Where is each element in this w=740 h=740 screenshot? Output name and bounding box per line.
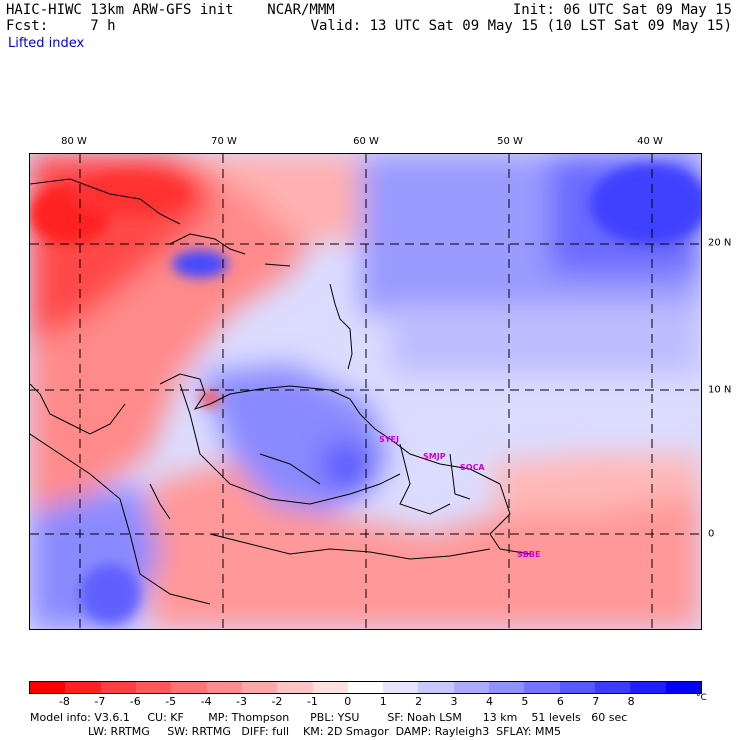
colorbar-tick-label: -3 [236, 695, 247, 708]
lon-label-70w: 70 W [211, 136, 237, 147]
colorbar-swatch [665, 682, 701, 693]
coastlines [30, 178, 531, 605]
colorbar-swatch [559, 682, 595, 693]
colorbar-tick-label: -2 [271, 695, 283, 708]
lon-label-60w: 60 W [353, 136, 379, 147]
colorbar-tick-label: 5 [521, 695, 529, 708]
colorbar-swatch [524, 682, 560, 693]
colorbar-tick-label: -7 [94, 695, 106, 708]
colorbar-tick-label: -8 [58, 695, 70, 708]
field-name: Lifted index [8, 36, 85, 51]
colorbar-tick-label: 3 [450, 695, 458, 708]
init-time: Init: 06 UTC Sat 09 May 15 [512, 2, 732, 18]
colorbar-swatch [30, 682, 66, 693]
chart-title: HAIC-HIWC 13km ARW-GFS init NCAR/MMM [6, 2, 335, 18]
colorbar-swatch [453, 682, 490, 693]
colorbar-swatch [595, 682, 631, 693]
lat-label-20n: 20 N [708, 237, 732, 249]
colorbar-tick-label: 2 [415, 695, 423, 708]
colorbar-swatch [241, 682, 278, 693]
colorbar-swatch [206, 682, 242, 693]
colorbar-swatch [277, 682, 313, 693]
colorbar-swatch [418, 682, 454, 693]
colorbar-tick-label: 0 [344, 695, 352, 708]
colorbar-swatch [100, 682, 136, 693]
colorbar-tick-label: 4 [485, 695, 493, 708]
valid-time: Valid: 13 UTC Sat 09 May 15 (10 LST Sat … [310, 18, 732, 34]
site-label-smjp: SMJP [423, 452, 446, 461]
colorbar-swatch [65, 682, 101, 693]
colorbar-swatch [489, 682, 525, 693]
colorbar-tick-label: 6 [556, 695, 564, 708]
lon-label-80w: 80 W [61, 136, 87, 147]
lon-label-50w: 50 W [497, 136, 523, 147]
model-info-line-1: Model info: V3.6.1 CU: KF MP: Thompson P… [30, 711, 628, 724]
colorbar-tick-label: 7 [592, 695, 600, 708]
colorbar-unit: °C [696, 693, 707, 703]
colorbar-swatch [312, 682, 348, 693]
forecast-hour: Fcst: 7 h [6, 18, 116, 34]
colorbar-swatch [383, 682, 419, 693]
colorbar-swatch [171, 682, 207, 693]
colorbar-swatch [347, 682, 384, 693]
site-label-sbbe: SBBE [517, 550, 541, 559]
colorbar-tick-label: -1 [306, 695, 318, 708]
lat-label-0: 0 [708, 528, 715, 540]
lon-label-40w: 40 W [637, 136, 663, 147]
colorbar-swatch [630, 682, 666, 693]
field-detail [30, 164, 701, 624]
colorbar-tick-label: 8 [627, 695, 635, 708]
graticule [30, 154, 701, 629]
map-svg [30, 154, 701, 629]
model-info-line-2: LW: RRTMG SW: RRTMG DIFF: full KM: 2D Sm… [88, 725, 561, 738]
site-label-soca: SOCA [460, 463, 485, 472]
lat-label-10n: 10 N [708, 384, 732, 396]
site-label-syej: SYEJ [379, 435, 399, 444]
colorbar-tick-label: -6 [129, 695, 141, 708]
colorbar-tick-label: -5 [165, 695, 177, 708]
colorbar-tick-label: -4 [200, 695, 212, 708]
colorbar-swatch [135, 682, 172, 693]
colorbar [29, 681, 702, 694]
lifted-index-map: SYEJ SMJP SOCA SBBE [29, 153, 702, 630]
colorbar-tick-label: 1 [379, 695, 387, 708]
